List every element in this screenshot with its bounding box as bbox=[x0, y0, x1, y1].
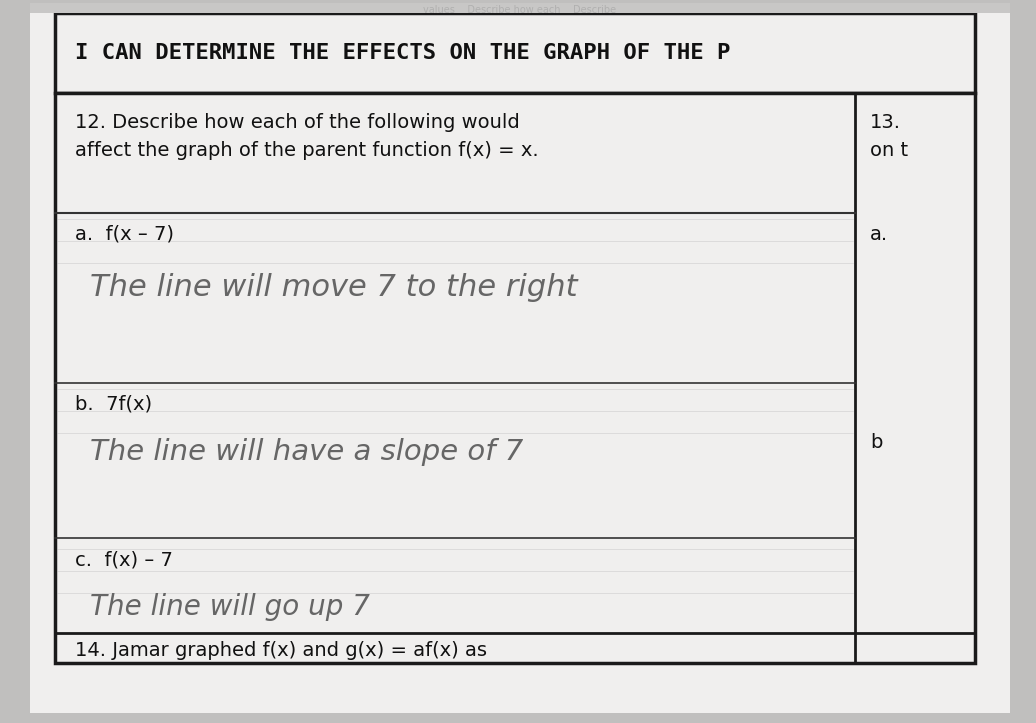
Text: 14. Jamar graphed f(x) and g(x) = af(x) as: 14. Jamar graphed f(x) and g(x) = af(x) … bbox=[75, 641, 487, 660]
Text: The line will have a slope of 7: The line will have a slope of 7 bbox=[90, 438, 523, 466]
Text: on t: on t bbox=[870, 141, 909, 160]
Text: The line will go up 7: The line will go up 7 bbox=[90, 593, 370, 621]
Text: a.: a. bbox=[870, 225, 888, 244]
FancyBboxPatch shape bbox=[55, 13, 975, 93]
Text: a.  f(x – 7): a. f(x – 7) bbox=[75, 225, 174, 244]
Text: b: b bbox=[870, 433, 883, 452]
Text: affect the graph of the parent function f(x) = x.: affect the graph of the parent function … bbox=[75, 141, 539, 160]
Text: values    Describe how each    Describe: values Describe how each Describe bbox=[424, 5, 616, 15]
Text: 13.: 13. bbox=[870, 113, 901, 132]
Text: 12. Describe how each of the following would: 12. Describe how each of the following w… bbox=[75, 113, 520, 132]
Text: I CAN DETERMINE THE EFFECTS ON THE GRAPH OF THE P: I CAN DETERMINE THE EFFECTS ON THE GRAPH… bbox=[75, 43, 730, 63]
FancyBboxPatch shape bbox=[30, 13, 1010, 713]
Text: c.  f(x) – 7: c. f(x) – 7 bbox=[75, 550, 173, 569]
Text: The line will move 7 to the right: The line will move 7 to the right bbox=[90, 273, 578, 302]
Text: b.  7f(x): b. 7f(x) bbox=[75, 395, 152, 414]
FancyBboxPatch shape bbox=[55, 93, 975, 663]
FancyBboxPatch shape bbox=[30, 3, 1010, 13]
